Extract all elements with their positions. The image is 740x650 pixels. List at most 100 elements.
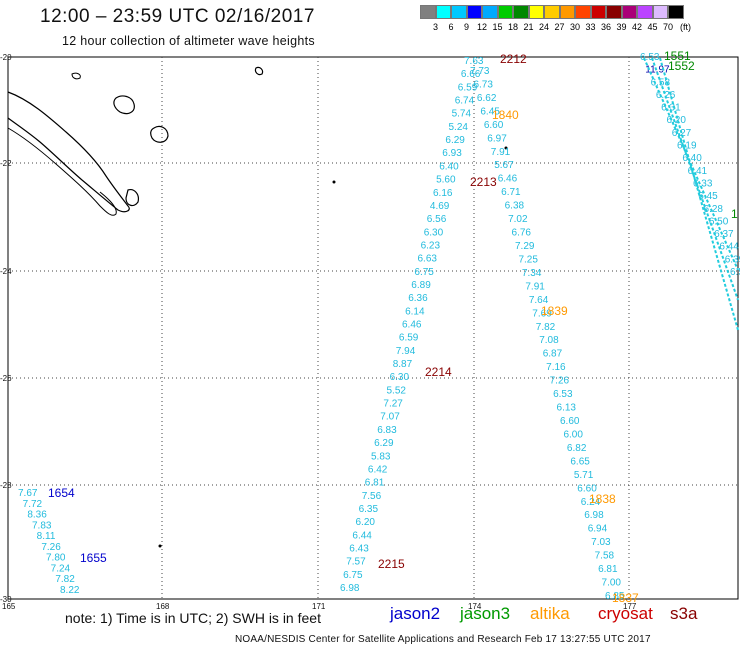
swh-value: 7.94 (396, 346, 416, 357)
legend-swatches (420, 5, 684, 19)
swh-value: 6.94 (588, 524, 608, 535)
latitude-label: -30 (0, 595, 12, 604)
legend-swatch (513, 5, 529, 19)
swh-value: 4.69 (430, 201, 450, 212)
pass-time-label: 1655 (80, 551, 107, 565)
legend-label: 6 (448, 22, 454, 32)
swh-value: 5.67 (494, 160, 514, 171)
swh-value: 6.59 (399, 333, 419, 344)
longitude-label: 165 (2, 602, 16, 611)
legend-swatch (544, 5, 560, 19)
swh-value: 6.50 (709, 216, 729, 227)
swh-value: 6.37 (714, 229, 734, 240)
legend-label: 70 (662, 22, 674, 32)
satellite-name: s3a (670, 604, 698, 623)
pass-time-label: 1551 (664, 49, 691, 63)
longitude-label: 168 (156, 602, 170, 611)
coastline-reef (7, 127, 117, 216)
legend-label: 39 (616, 22, 627, 32)
swh-value: 6.76 (512, 228, 532, 239)
swh-value: 6.60 (484, 120, 504, 131)
islet-dot (504, 146, 508, 150)
swh-value: 6.56 (427, 214, 447, 225)
swh-value: 6.46 (402, 320, 422, 331)
pass-time-label: 1654 (48, 486, 75, 500)
pass-time-label: 1838 (589, 492, 616, 506)
swh-value: 6.81 (598, 564, 618, 575)
pass-time-label: 1837 (612, 591, 639, 605)
swh-value: 6.46 (498, 174, 518, 185)
swh-value: 5.52 (387, 385, 407, 396)
legend-label: 3 (432, 22, 439, 32)
swh-value: 7.29 (515, 241, 535, 252)
latitude-label: -22 (0, 159, 12, 168)
coastline-island (150, 125, 169, 143)
swh-value: 6.44 (719, 242, 739, 253)
swh-value: 6.38 (505, 201, 525, 212)
swh-value: 5.83 (371, 451, 391, 462)
legend-label: 30 (569, 22, 581, 32)
swh-value: 8.11 (37, 531, 56, 542)
swh-value: 6.73 (473, 79, 493, 90)
coastline-islet (254, 66, 264, 76)
dense-track-line (659, 57, 739, 331)
latitude-label: -20 (0, 53, 12, 62)
swh-value: 6.74 (455, 96, 475, 107)
swh-value: 7.00 (602, 578, 622, 589)
legend-label: 42 (631, 22, 643, 32)
legend-label: 9 (463, 22, 470, 32)
satellite-name: cryosat (598, 604, 653, 623)
swh-value: 6.41 (688, 166, 708, 177)
pass-time-label: 2212 (500, 52, 527, 66)
swh-value: 11.97 (645, 65, 670, 76)
legend-label: 33 (585, 22, 596, 32)
swh-value: 6.42 (368, 464, 388, 475)
satellite-name: jason2 (390, 604, 441, 623)
legend-label: 36 (600, 22, 612, 32)
swh-value: 6.24 (581, 497, 601, 508)
swh-value: 6.40 (682, 153, 702, 164)
longitude-label: 171 (312, 602, 326, 611)
swh-value: 7.25 (518, 254, 538, 265)
islet-dot (158, 544, 162, 548)
legend-swatch (435, 5, 451, 19)
satellite-name: altika (530, 604, 570, 623)
swh-value: 7.08 (539, 335, 559, 346)
longitude-label: 174 (468, 602, 482, 611)
swh-value: 6.35 (359, 504, 379, 515)
legend-swatch (621, 5, 637, 19)
swh-value: 6.71 (501, 187, 521, 198)
swh-value: 6.93 (442, 148, 462, 159)
swh-value: 7.73 (470, 66, 490, 77)
swh-value: 6.23 (421, 240, 441, 251)
credit-line: NOAA/NESDIS Center for Satellite Applica… (235, 634, 651, 645)
pass-time-label: 1839 (541, 304, 568, 318)
swh-value: 5.71 (574, 470, 594, 481)
latitude-label: -24 (0, 267, 12, 276)
swh-value: 7.80 (46, 553, 66, 564)
swh-value: 7.91 (525, 281, 545, 292)
pass-time-label: 1552 (668, 59, 695, 73)
swh-value: 6.62 (477, 93, 497, 104)
legend-swatch (559, 5, 575, 19)
swh-value: 6.98 (584, 510, 604, 521)
swh-value: 7.03 (591, 537, 611, 548)
swh-value: 8.87 (393, 359, 413, 370)
swh-value: 6.31 (661, 103, 681, 114)
swh-value: 6.97 (487, 133, 507, 144)
swh-value: 6.85 (605, 591, 625, 602)
swh-value: 7.67 (18, 488, 38, 499)
swh-value: 5.74 (452, 109, 472, 120)
swh-value: 6.75 (414, 267, 434, 278)
legend-swatch (420, 5, 436, 19)
swh-value: 7.63 (464, 56, 484, 67)
legend-swatch (606, 5, 622, 19)
swh-value: 6.27 (672, 128, 692, 139)
coastline-islet (71, 72, 81, 80)
legend-swatch (451, 5, 467, 19)
longitude-label: 177 (623, 602, 637, 611)
swh-value: 6.81 (365, 478, 385, 489)
swh-value: 7.07 (380, 412, 400, 423)
swh-value: 8.22 (60, 585, 80, 596)
